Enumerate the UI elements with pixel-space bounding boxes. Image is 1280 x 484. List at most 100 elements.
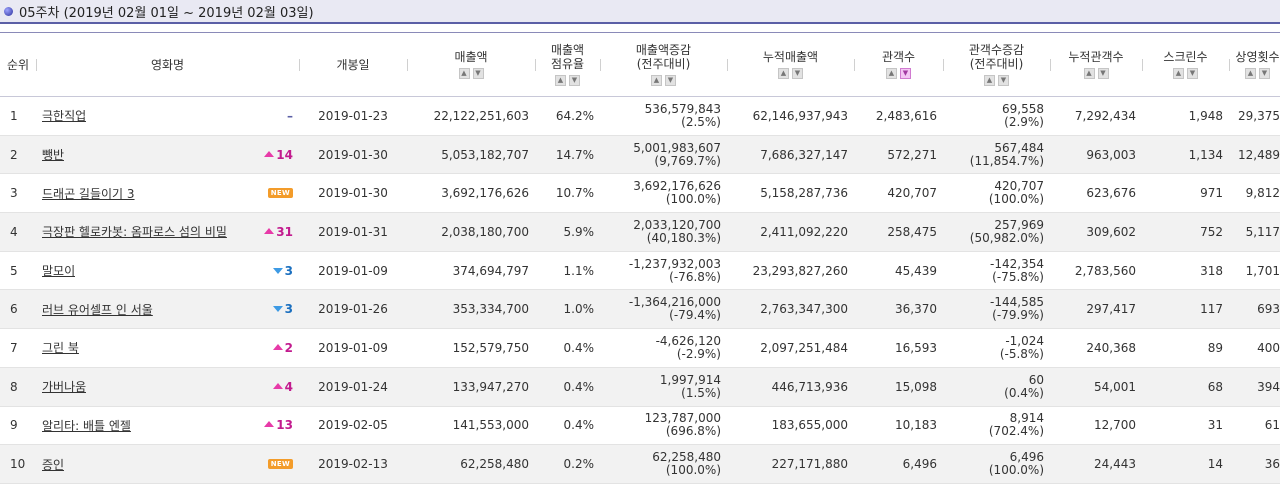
sort-asc-icon[interactable]: ▲ — [555, 75, 566, 86]
movie-cell: 드래곤 길들이기 3 NEW — [36, 174, 299, 213]
shows-cell: 693 — [1257, 302, 1280, 317]
sales-change-cell-percent: (-79.4%) — [669, 308, 721, 323]
movie-cell: 러브 유어셀프 인 서울 3 — [36, 290, 299, 329]
audience-cell: 258,475 — [887, 224, 937, 239]
acc-sales-cell: 23,293,827,260 — [752, 263, 848, 278]
shows-cell: 9,812 — [1245, 186, 1280, 201]
movie-title-link[interactable]: 말모이 — [42, 264, 76, 279]
movie-cell: 뺑반 14 — [36, 135, 299, 174]
sales-cell: 141,553,000 — [452, 418, 529, 433]
bullet-icon — [4, 6, 13, 16]
sort-desc-icon[interactable]: ▼ — [472, 68, 484, 79]
rank-cell: 5 — [10, 263, 18, 278]
sales-change-cell-percent: (40,180.3%) — [646, 230, 721, 245]
open-date-cell: 2019-01-26 — [318, 302, 388, 317]
arrow-down-icon — [272, 306, 283, 313]
column-header-acc_sales: 누적매출액 ▲ ▼ — [727, 33, 854, 97]
screens-cell: 31 — [1207, 418, 1223, 433]
column-label: 스크린수 — [1163, 50, 1208, 64]
audience-cell: 420,707 — [887, 186, 937, 201]
sort-desc-icon[interactable]: ▼ — [1097, 68, 1109, 79]
movie-title-link[interactable]: 가버나움 — [42, 380, 87, 395]
sales-change-cell: 123,787,000 (696.8%) — [600, 406, 727, 445]
screens-cell: 1,134 — [1188, 147, 1223, 162]
movie-title-link[interactable]: 그린 북 — [42, 341, 79, 356]
rank-cell: 9 — [10, 418, 18, 433]
sales-cell: 22,122,251,603 — [433, 108, 529, 123]
column-label: 개봉일 — [336, 57, 370, 72]
rank-cell: 7 — [10, 340, 18, 355]
shows-cell: 12,489 — [1238, 147, 1280, 162]
sort-asc-icon[interactable]: ▲ — [778, 68, 789, 79]
table-header-row: 순위 영화명 개봉일 매출액 ▲ ▼ 매출액 점유율 ▲ ▼ 매출액증감 (전주대비) ▲ ▼ 누적매출… — [0, 32, 1280, 97]
share-cell: 5.9% — [563, 224, 595, 239]
sort-desc-icon[interactable]: ▼ — [665, 75, 676, 86]
audience-change-cell-value: 257,969 — [994, 217, 1044, 232]
movie-title-link[interactable]: 드래곤 길들이기 3 — [42, 186, 135, 201]
table-row: 5 말모이 3 2019-01-09 374,694,797 1.1% -1,237,932… — [0, 251, 1280, 290]
screens-cell: 89 — [1207, 340, 1223, 355]
sort-asc-icon[interactable]: ▲ — [1173, 68, 1184, 79]
sort-asc-icon[interactable]: ▲ — [1083, 68, 1095, 79]
share-cell: 14.7% — [555, 147, 594, 162]
acc-sales-cell: 2,097,251,484 — [760, 340, 848, 355]
acc-audience-cell: 2,783,560 — [1074, 263, 1136, 278]
shows-cell: 5,117 — [1245, 224, 1280, 239]
screens-cell: 117 — [1200, 302, 1223, 317]
movie-title-link[interactable]: 극장판 헬로카봇: 옴파로스 섬의 비밀 — [42, 225, 227, 240]
sort-asc-icon[interactable]: ▲ — [1245, 68, 1256, 79]
sort-asc-icon[interactable]: ▲ — [458, 68, 470, 79]
open-date-cell: 2019-01-09 — [318, 263, 388, 278]
sort-desc-icon[interactable]: ▼ — [792, 68, 803, 79]
movie-title-link[interactable]: 알리타: 배틀 엔젤 — [42, 418, 131, 433]
audience-cell: 572,271 — [887, 147, 937, 162]
column-header-acc_aud: 누적관객수 ▲ ▼ — [1050, 33, 1142, 97]
column-header-aud_chg: 관객수증감 (전주대비) ▲ ▼ — [943, 33, 1050, 97]
rank-cell: 6 — [10, 302, 18, 317]
sort-asc-icon[interactable]: ▲ — [984, 75, 995, 86]
movie-title-link[interactable]: 극한직업 — [42, 109, 87, 124]
table-row: 8 가버나움 4 2019-01-24 133,947,270 0.4% 1,997,914… — [0, 367, 1280, 406]
sales-cell: 3,692,176,626 — [441, 186, 529, 201]
sort-desc-icon[interactable]: ▼ — [900, 68, 911, 79]
table-body: 1 극한직업 – 2019-01-23 22,122,251,603 64.2% 536,5… — [0, 97, 1280, 484]
new-badge: NEW — [267, 459, 293, 470]
audience-change-cell-value: -144,585 — [990, 295, 1044, 310]
movie-title-link[interactable]: 증인 — [42, 457, 65, 472]
movie-title-link[interactable]: 러브 유어셀프 인 서울 — [42, 302, 153, 317]
sales-change-cell-value: 536,579,843 — [644, 101, 721, 116]
screens-cell: 971 — [1200, 186, 1223, 201]
acc-audience-cell: 623,676 — [1086, 186, 1136, 201]
audience-change-cell-value: -142,354 — [990, 256, 1044, 271]
sort-desc-icon[interactable]: ▼ — [998, 75, 1009, 86]
column-header-rank: 순위 — [0, 33, 36, 97]
movie-title-link[interactable]: 뺑반 — [42, 148, 65, 163]
sort-desc-icon[interactable]: ▼ — [569, 75, 580, 86]
sales-change-cell-value: 1,997,914 — [659, 372, 721, 387]
rank-change-value: 3 — [284, 302, 293, 317]
sales-cell: 5,053,182,707 — [441, 147, 529, 162]
sort-desc-icon[interactable]: ▼ — [1187, 68, 1198, 79]
rank-change-down: 3 — [272, 264, 293, 278]
acc-audience-cell: 7,292,434 — [1074, 108, 1136, 123]
sort-buttons: ▲ ▼ — [1229, 68, 1280, 79]
sales-change-cell: 536,579,843 (2.5%) — [600, 97, 727, 136]
sales-change-cell: 1,997,914 (1.5%) — [600, 367, 727, 406]
audience-change-cell-value: 420,707 — [994, 179, 1044, 194]
shows-cell: 29,375 — [1238, 108, 1280, 123]
sales-change-cell-value: 2,033,120,700 — [633, 217, 721, 232]
sales-change-cell-percent: (-2.9%) — [676, 346, 721, 361]
boxoffice-table: 순위 영화명 개봉일 매출액 ▲ ▼ 매출액 점유율 ▲ ▼ 매출액증감 (전주대비) ▲ ▼ 누적매출… — [0, 32, 1280, 484]
audience-change-cell: -144,585 (-79.9%) — [943, 290, 1050, 329]
sales-change-cell-percent: (1.5%) — [681, 385, 721, 400]
sort-desc-icon[interactable]: ▼ — [1259, 68, 1270, 79]
table-row: 3 드래곤 길들이기 3 NEW 2019-01-30 3,692,176,626 10.… — [0, 174, 1280, 213]
shows-cell: 61 — [1264, 418, 1280, 433]
sort-asc-icon[interactable]: ▲ — [651, 75, 662, 86]
rank-change-up: 4 — [272, 380, 293, 394]
sort-asc-icon[interactable]: ▲ — [886, 68, 897, 79]
rank-cell: 1 — [10, 108, 18, 123]
column-header-sales_chg: 매출액증감 (전주대비) ▲ ▼ — [600, 33, 727, 97]
audience-change-cell: -142,354 (-75.8%) — [943, 251, 1050, 290]
rank-cell: 2 — [10, 147, 18, 162]
